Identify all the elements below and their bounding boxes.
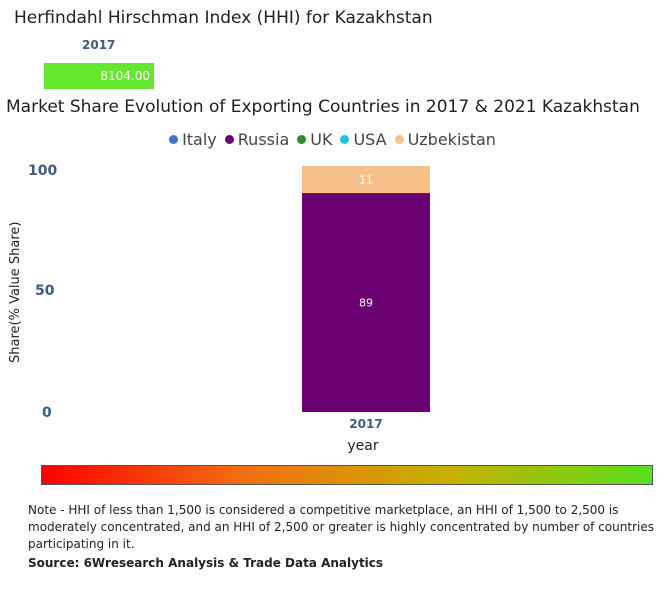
legend-label: Italy: [182, 130, 217, 149]
y-axis-label: Share(% Value Share): [8, 222, 23, 364]
legend-dot-icon: [297, 135, 307, 144]
chart-title: Market Share Evolution of Exporting Coun…: [6, 97, 640, 117]
legend-item-italy[interactable]: Italy: [169, 130, 217, 149]
hhi-note: Note - HHI of less than 1,500 is conside…: [28, 503, 654, 551]
legend-dot-icon: [394, 135, 404, 144]
legend-item-uzbekistan[interactable]: Uzbekistan: [394, 130, 496, 149]
data-label-uzbekistan: 11: [359, 174, 373, 187]
legend-label: Uzbekistan: [407, 130, 496, 149]
hhi-value-bar: 8104.00: [44, 63, 154, 89]
data-label-russia: 89: [359, 297, 373, 310]
bar-segment-russia[interactable]: [302, 193, 430, 412]
source-text: Source: 6Wresearch Analysis & Trade Data…: [28, 556, 384, 570]
legend-dot-icon: [224, 135, 234, 144]
hhi-title: Herfindahl Hirschman Index (HHI) for Kaz…: [14, 8, 433, 28]
legend-dot-icon: [169, 135, 179, 144]
y-tick-0: 0: [42, 405, 52, 421]
y-tick-50: 50: [35, 283, 55, 299]
legend-label: UK: [310, 130, 333, 149]
y-tick-100: 100: [28, 163, 57, 179]
chart-legend: Italy Russia UK USA Uzbekistan: [0, 130, 665, 149]
legend-item-russia[interactable]: Russia: [224, 130, 290, 149]
bar-segment-uzbekistan[interactable]: [302, 166, 430, 194]
bar-group: 89 11: [302, 166, 430, 412]
x-tick-2017: 2017: [349, 417, 382, 431]
legend-label: USA: [353, 130, 387, 149]
hhi-year-label: 2017: [82, 38, 116, 52]
legend-dot-icon: [340, 135, 350, 144]
hhi-value-label: 8104.00: [100, 69, 150, 83]
x-axis-label: year: [347, 438, 378, 454]
legend-item-usa[interactable]: USA: [340, 130, 387, 149]
legend-label: Russia: [237, 130, 290, 149]
legend-item-uk[interactable]: UK: [297, 130, 332, 149]
hhi-scale-gradient: [41, 465, 653, 485]
